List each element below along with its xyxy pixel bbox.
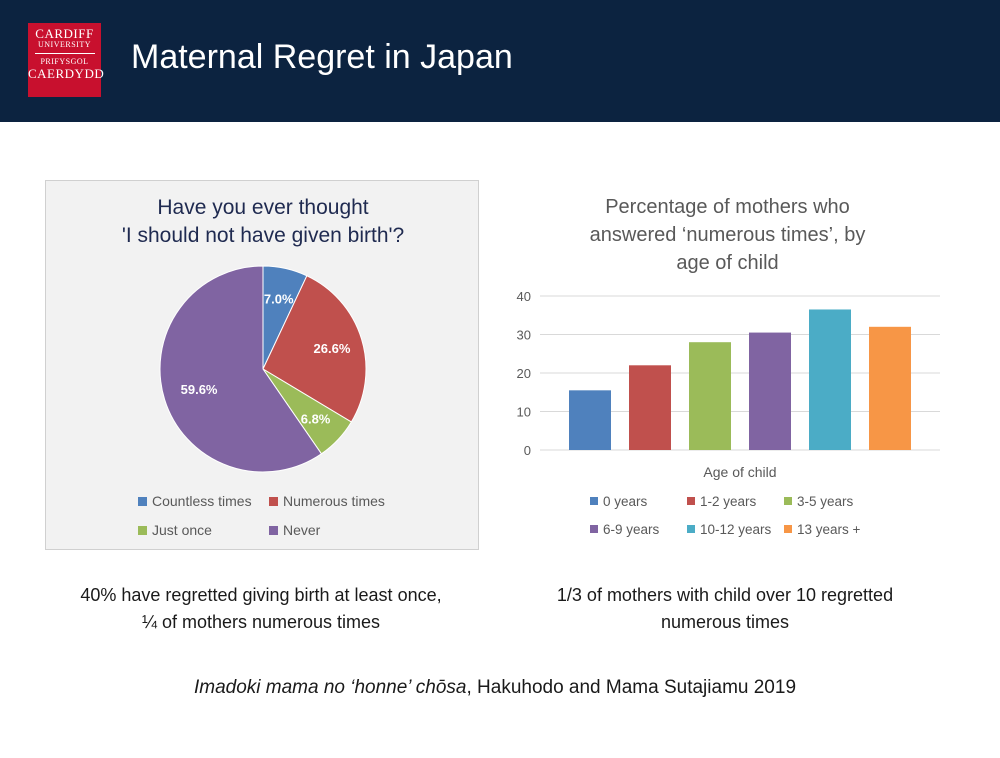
logo-text-line2: UNIVERSITY bbox=[38, 40, 91, 49]
bar-legend-label: 0 years bbox=[603, 494, 648, 509]
cardiff-university-logo: CARDIFF UNIVERSITY PRIFYSGOL CAERDYDD bbox=[28, 23, 105, 97]
legend-swatch bbox=[590, 497, 598, 505]
legend-swatch bbox=[784, 525, 792, 533]
pie-caption-line2: ¼ of mothers numerous times bbox=[141, 612, 381, 632]
bar-legend-label: 10-12 years bbox=[700, 522, 772, 537]
legend-swatch bbox=[138, 497, 147, 506]
y-tick-label: 20 bbox=[517, 366, 531, 381]
legend-swatch bbox=[269, 497, 278, 506]
legend-label: Numerous times bbox=[283, 493, 385, 509]
legend-swatch bbox=[687, 525, 695, 533]
bar-10-12-years bbox=[809, 309, 851, 450]
pie-data-label: 59.6% bbox=[181, 382, 218, 397]
bar-3-5-years bbox=[689, 342, 731, 450]
bar-legend-label: 6-9 years bbox=[603, 522, 660, 537]
bar-caption: 1/3 of mothers with child over 10 regret… bbox=[495, 582, 955, 636]
legend-swatch bbox=[784, 497, 792, 505]
legend-swatch bbox=[138, 526, 147, 535]
legend-swatch bbox=[590, 525, 598, 533]
pie-legend-item: Never bbox=[269, 522, 320, 538]
bar-legend-label: 3-5 years bbox=[797, 494, 854, 509]
source-citation: Imadoki mama no ‘honne’ chōsa, Hakuhodo … bbox=[0, 677, 990, 699]
y-tick-label: 10 bbox=[517, 405, 531, 420]
legend-label: Countless times bbox=[152, 493, 252, 509]
source-publisher: , Hakuhodo and Mama Sutajiamu 2019 bbox=[466, 677, 797, 698]
pie-chart: 7.0% 26.6% 6.8% 59.6% bbox=[159, 265, 367, 473]
bar-chart-title-line3: age of child bbox=[676, 252, 779, 274]
pie-chart-title-line2: 'I should not have given birth'? bbox=[121, 224, 405, 247]
pie-data-label: 6.8% bbox=[301, 411, 331, 426]
legend-swatch bbox=[269, 526, 278, 535]
pie-data-label: 7.0% bbox=[264, 292, 294, 307]
pie-slice-numerous-times bbox=[262, 275, 367, 423]
source-title: Imadoki mama no ‘honne’ chōsa bbox=[193, 677, 467, 698]
bar-1-2-years bbox=[629, 365, 671, 450]
pie-legend-item: Just once bbox=[138, 522, 212, 538]
y-tick-label: 40 bbox=[517, 289, 531, 304]
legend-label: Never bbox=[283, 522, 321, 538]
pie-chart-panel: Have you ever thought 'I should not have… bbox=[45, 180, 479, 550]
pie-data-label: 26.6% bbox=[314, 341, 351, 356]
pie-legend-item: Numerous times bbox=[269, 493, 385, 509]
logo-divider bbox=[34, 53, 95, 54]
bar-caption-line1: 1/3 of mothers with child over 10 regret… bbox=[556, 585, 894, 605]
pie-caption-line1: 40% have regretted giving birth at least… bbox=[80, 585, 442, 605]
logo-text-line4: CAERDYDD bbox=[28, 66, 105, 81]
pie-slice-never bbox=[159, 265, 323, 473]
logo-text-line1: CARDIFF bbox=[35, 26, 94, 41]
pie-chart-title-line1: Have you ever thought bbox=[157, 196, 369, 219]
pie-legend-item: Countless times bbox=[138, 493, 252, 509]
bar-chart-title-line2: answered ‘numerous times’, by bbox=[589, 224, 866, 246]
bar-legend-label: 1-2 years bbox=[700, 494, 757, 509]
y-tick-label: 30 bbox=[517, 328, 531, 343]
slide-title: Maternal Regret in Japan bbox=[131, 38, 513, 76]
logo-text-line3: PRIFYSGOL bbox=[40, 57, 89, 66]
x-axis-label: Age of child bbox=[703, 464, 776, 480]
bar-chart-title-line1: Percentage of mothers who bbox=[605, 196, 850, 218]
legend-label: Just once bbox=[152, 522, 212, 538]
bar-legend-label: 13 years + bbox=[797, 522, 861, 537]
bar-6-9-years bbox=[749, 332, 791, 450]
bar-chart: 0 10 20 30 40 Age of child 0 years 1-2 years 3-5… bbox=[517, 289, 940, 537]
y-tick-label: 0 bbox=[524, 443, 531, 458]
pie-caption: 40% have regretted giving birth at least… bbox=[20, 582, 502, 636]
bar-caption-line2: numerous times bbox=[660, 612, 790, 632]
slide-header: CARDIFF UNIVERSITY PRIFYSGOL CAERDYDD Ma… bbox=[0, 0, 1000, 122]
bar-0-years bbox=[569, 390, 611, 450]
bar-13-years- bbox=[869, 326, 911, 450]
legend-swatch bbox=[687, 497, 695, 505]
